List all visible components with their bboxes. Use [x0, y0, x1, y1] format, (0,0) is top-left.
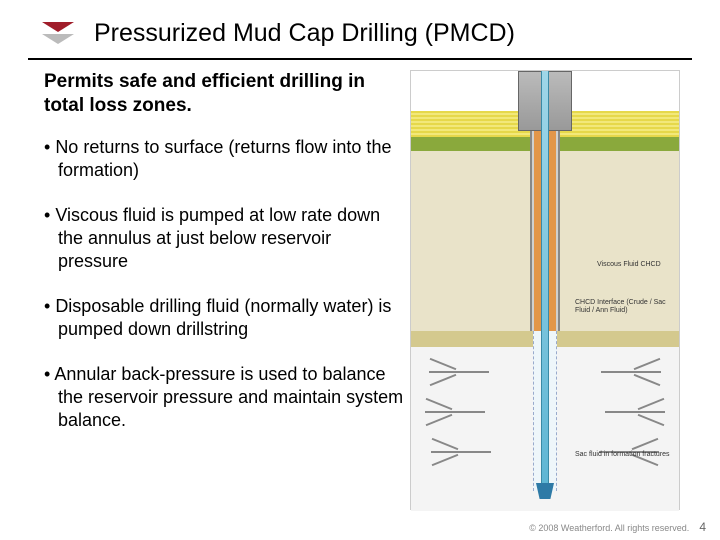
bullet-item: Viscous fluid is pumped at low rate down…: [44, 204, 404, 273]
logo-chevron-top-icon: [42, 22, 74, 32]
weatherford-logo-icon: [40, 18, 76, 48]
content-area: Permits safe and efficient drilling in t…: [0, 60, 720, 510]
copyright-text: © 2008 Weatherford. All rights reserved.: [529, 523, 689, 533]
header: Pressurized Mud Cap Drilling (PMCD): [0, 0, 720, 48]
page-number: 4: [699, 520, 706, 534]
bullet-item: Disposable drilling fluid (normally wate…: [44, 295, 404, 341]
diagram-column: Viscous Fluid CHCD CHCD Interface (Crude…: [410, 70, 700, 510]
bullet-list: No returns to surface (returns flow into…: [44, 136, 404, 432]
page-title: Pressurized Mud Cap Drilling (PMCD): [94, 19, 515, 48]
logo-chevron-bottom-icon: [42, 34, 74, 44]
fracture-icon: [425, 411, 485, 413]
bullet-item: No returns to surface (returns flow into…: [44, 136, 404, 182]
fracture-icon: [605, 411, 665, 413]
text-column: Permits safe and efficient drilling in t…: [44, 70, 404, 510]
diagram-label-viscous: Viscous Fluid CHCD: [597, 261, 675, 269]
fracture-icon: [601, 371, 661, 373]
footer: © 2008 Weatherford. All rights reserved.…: [529, 520, 706, 534]
fracture-icon: [429, 371, 489, 373]
bullet-item: Annular back-pressure is used to balance…: [44, 363, 404, 432]
drillstring-icon: [541, 71, 549, 483]
diagram-label-fractures: Sac fluid in formation fractures: [575, 451, 675, 459]
subtitle: Permits safe and efficient drilling in t…: [44, 70, 404, 118]
pmcd-diagram: Viscous Fluid CHCD CHCD Interface (Crude…: [410, 70, 680, 510]
diagram-label-interface: CHCD Interface (Crude / Sac Fluid / Ann …: [575, 299, 675, 314]
fracture-icon: [431, 451, 491, 453]
